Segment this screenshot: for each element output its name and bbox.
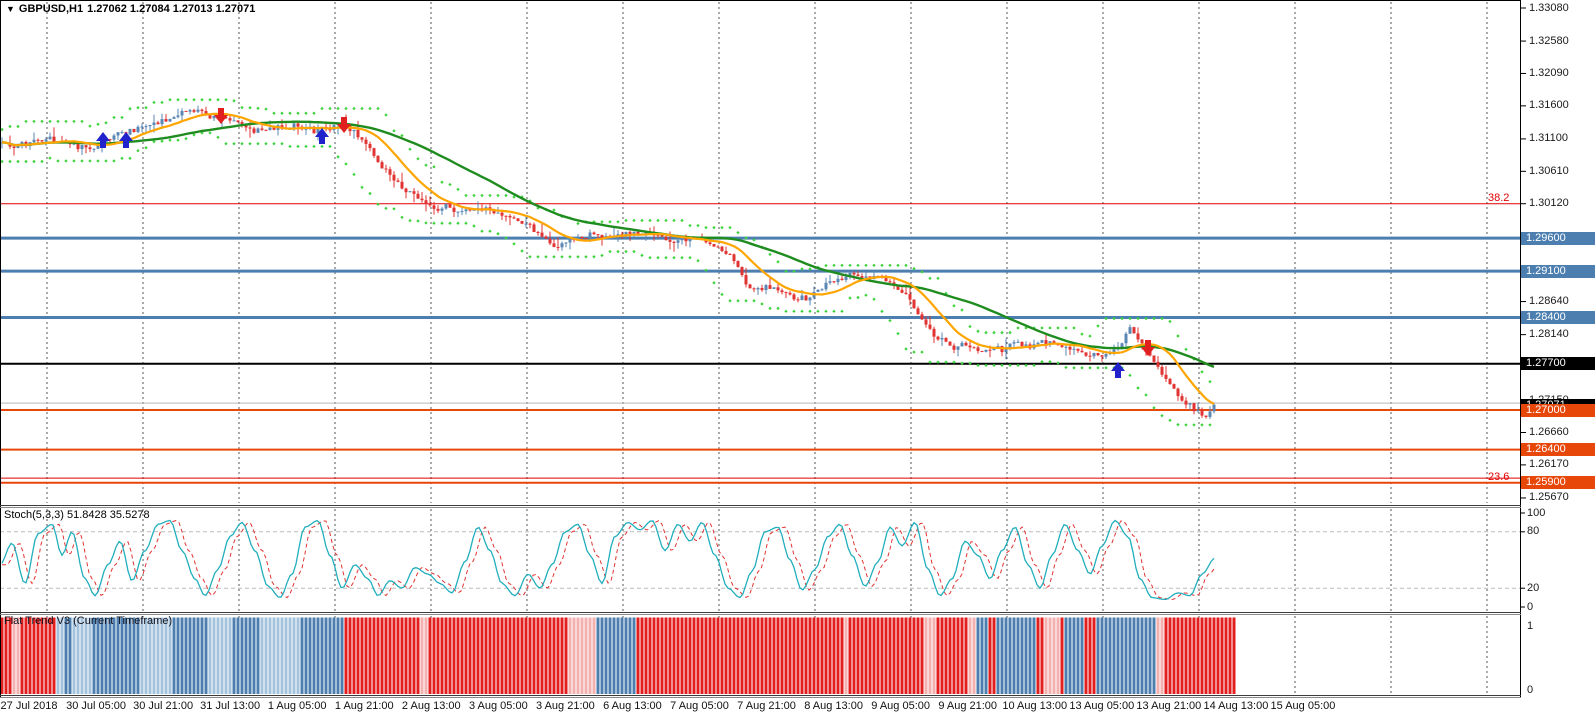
price-level-badge: 1.27700 — [1521, 357, 1595, 371]
time-tick-label: 1 Aug 21:00 — [334, 700, 394, 712]
price-axis-ticks — [1521, 7, 1526, 608]
plot-top-border — [0, 0, 1521, 1]
window-separator-1b — [0, 507, 1521, 508]
time-tick-label: 13 Aug 05:00 — [1069, 700, 1135, 712]
stoch-plot — [0, 519, 1520, 601]
price-tick: 1.25670 — [1529, 491, 1569, 504]
chart-header: ▼ GBPUSD,H1 1.27062 1.27084 1.27013 1.27… — [6, 3, 255, 15]
arrow-up-icon — [315, 128, 329, 144]
time-axis[interactable]: 27 Jul 2018 30 Jul 05:00 30 Jul 21:00 31 Ju… — [0, 700, 1596, 716]
price-level-badge: 1.29600 — [1521, 231, 1595, 245]
time-tick-label: 10 Aug 13:00 — [1002, 700, 1068, 712]
time-tick-label: 27 Jul 2018 — [0, 700, 58, 712]
price-axis-line — [1520, 0, 1521, 697]
candles — [0, 105, 1216, 419]
price-tick: 1.30610 — [1529, 164, 1569, 177]
price-tick: 1.32580 — [1529, 34, 1569, 47]
window-separator-2[interactable] — [0, 612, 1521, 613]
arrow-down-icon — [1141, 340, 1155, 356]
price-tick: 1.28140 — [1529, 328, 1569, 341]
price-tick: 1.26660 — [1529, 425, 1569, 438]
time-tick-label: 31 Jul 13:00 — [200, 700, 261, 712]
stoch-signal-line — [2, 519, 1215, 600]
time-tick-label: 9 Aug 21:00 — [938, 700, 998, 712]
price-tick: 1.28640 — [1529, 295, 1569, 308]
stoch-scale-tick: 20 — [1527, 581, 1540, 594]
arrow-up-icon — [96, 132, 110, 148]
time-tick-label: 15 Aug 05:00 — [1270, 700, 1336, 712]
price-tick: 1.32090 — [1529, 66, 1569, 79]
grid-lines — [46, 2, 1488, 694]
time-tick-label: 14 Aug 13:00 — [1203, 700, 1269, 712]
heat-trend-bars — [0, 617, 1236, 694]
ma-fast-line — [1, 112, 1215, 405]
green-dot-bands — [0, 98, 1212, 427]
time-tick-label: 2 Aug 13:00 — [401, 700, 461, 712]
time-tick-label: 3 Aug 05:00 — [468, 700, 528, 712]
window-separator-2b — [0, 614, 1521, 615]
arrow-up-icon — [1111, 362, 1125, 378]
horizontal-lines — [0, 203, 1520, 484]
signal-arrows — [96, 108, 1155, 378]
time-tick-label: 13 Aug 21:00 — [1136, 700, 1202, 712]
time-tick-label: 6 Aug 13:00 — [603, 700, 662, 712]
time-tick-label: 1 Aug 05:00 — [267, 700, 327, 712]
stoch-scale-tick: 80 — [1527, 525, 1540, 538]
window-separator-3b — [0, 697, 1521, 698]
arrow-down-icon — [337, 117, 351, 133]
heat-scale-tick: 0 — [1527, 684, 1534, 696]
price-level-badge: 1.26400 — [1521, 443, 1595, 457]
heat-scale-tick: 1 — [1527, 620, 1534, 632]
price-level-badge: 1.27000 — [1521, 403, 1595, 417]
plot-left-border — [0, 0, 1, 697]
price-tick: 1.31600 — [1529, 99, 1569, 112]
price-tick: 1.31100 — [1529, 132, 1568, 145]
window-separator-3 — [0, 695, 1521, 696]
time-tick-label: 7 Aug 21:00 — [737, 700, 796, 712]
arrow-down-icon — [214, 108, 228, 124]
stoch-scale-tick: 0 — [1527, 600, 1534, 613]
price-level-badge: 1.28400 — [1521, 310, 1595, 324]
time-tick-label: 30 Jul 05:00 — [66, 700, 127, 712]
price-level-badge: 1.25900 — [1521, 476, 1595, 490]
window-separator-1[interactable] — [0, 505, 1521, 506]
fib-236-label: 23.6 — [1488, 471, 1510, 484]
time-tick-label: 30 Jul 21:00 — [133, 700, 194, 712]
price-level-badge: 1.29100 — [1521, 264, 1595, 278]
fib-382-label: 38.2 — [1488, 191, 1510, 204]
symbol-timeframe-label: GBPUSD,H1 — [18, 3, 84, 15]
time-tick-label: 7 Aug 05:00 — [670, 700, 729, 712]
stoch-indicator-label: Stoch(5,3,3) 51.8428 35.5278 — [4, 509, 150, 521]
ohlc-values: 1.27062 1.27084 1.27013 1.27071 — [87, 3, 256, 15]
stoch-scale-tick: 100 — [1527, 506, 1546, 519]
stoch-main-line — [1, 519, 1215, 601]
price-tick: 1.26170 — [1529, 458, 1569, 471]
heat-indicator-label: Flat Trend V3 (Current Timeframe) — [4, 615, 173, 627]
price-tick: 1.30120 — [1529, 197, 1569, 210]
time-tick-label: 9 Aug 05:00 — [871, 700, 931, 712]
ma-slow-line — [1, 120, 1215, 369]
price-tick: 1.33080 — [1529, 1, 1569, 14]
arrow-up-icon — [119, 132, 133, 148]
time-tick-label: 8 Aug 13:00 — [804, 700, 863, 712]
time-tick-label: 3 Aug 21:00 — [536, 700, 595, 712]
symbol-dropdown-icon[interactable]: ▼ — [6, 3, 15, 14]
